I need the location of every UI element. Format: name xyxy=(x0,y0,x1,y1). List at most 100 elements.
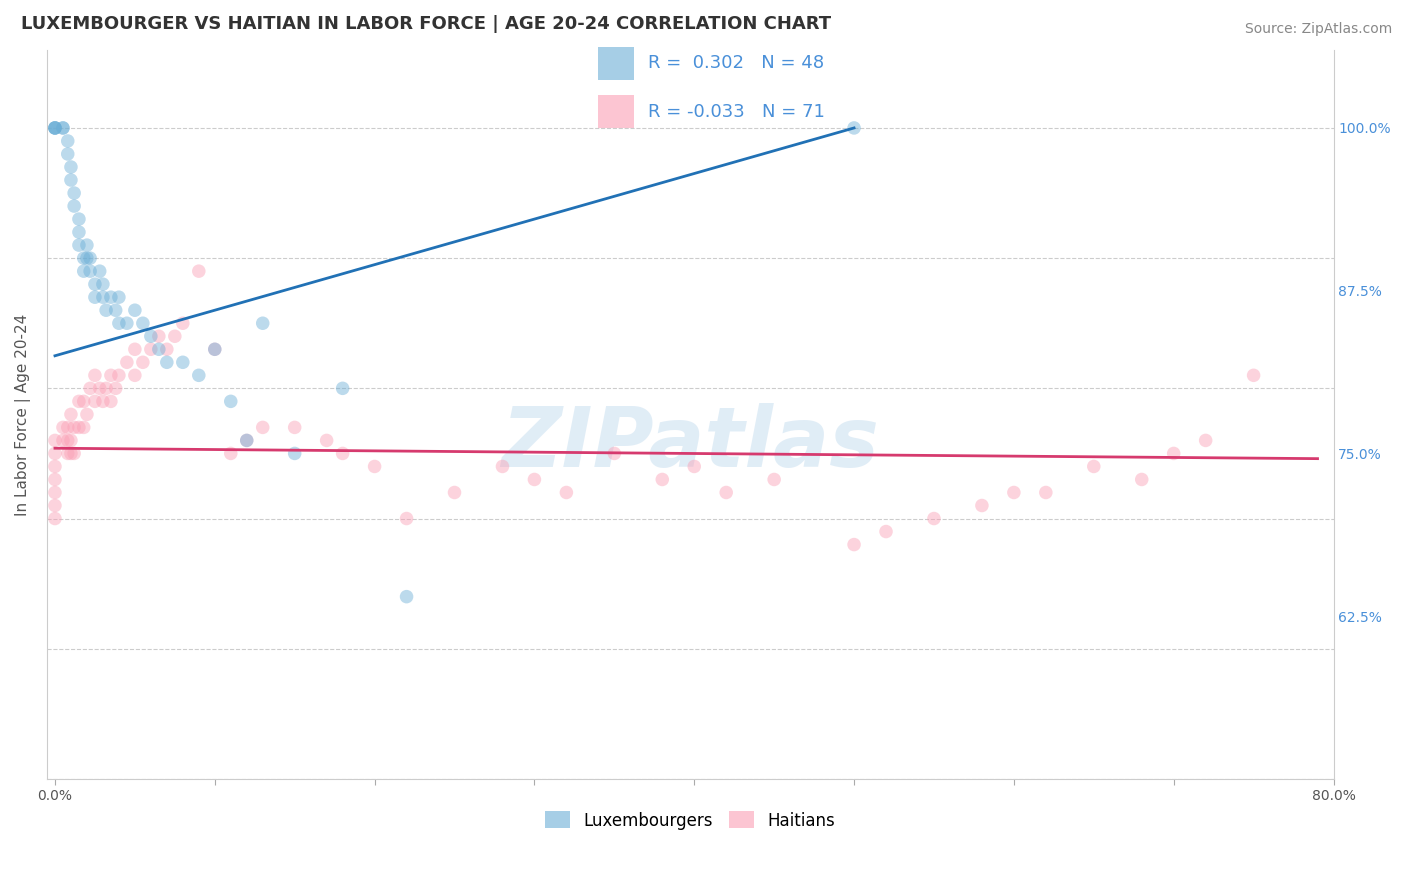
Text: ZIPatlas: ZIPatlas xyxy=(502,403,879,484)
Point xyxy=(132,316,155,330)
Point xyxy=(115,316,138,330)
Point xyxy=(156,343,179,357)
Point xyxy=(56,147,79,161)
Point xyxy=(252,316,274,330)
Point xyxy=(395,590,418,604)
Point xyxy=(73,251,96,265)
Point xyxy=(73,264,96,278)
Point xyxy=(332,381,354,395)
Point xyxy=(219,394,242,409)
Point xyxy=(252,420,274,434)
Point xyxy=(56,434,79,448)
Point xyxy=(91,277,114,292)
Point xyxy=(1195,434,1218,448)
Point xyxy=(44,120,66,135)
Point xyxy=(124,303,146,318)
Point xyxy=(44,434,66,448)
Point xyxy=(44,511,66,525)
Point xyxy=(235,434,257,448)
Point xyxy=(91,290,114,304)
Y-axis label: In Labor Force | Age 20-24: In Labor Force | Age 20-24 xyxy=(15,313,31,516)
Point xyxy=(842,120,865,135)
Point xyxy=(94,381,117,395)
Point xyxy=(63,420,86,434)
Point xyxy=(555,485,578,500)
Point xyxy=(84,290,107,304)
Point xyxy=(89,381,111,395)
Point xyxy=(148,343,170,357)
Point xyxy=(52,120,75,135)
Point xyxy=(172,355,194,369)
Point xyxy=(875,524,897,539)
Point xyxy=(115,355,138,369)
Point xyxy=(44,120,66,135)
Point xyxy=(284,446,307,460)
Point xyxy=(1083,459,1105,474)
Point xyxy=(84,368,107,383)
Point xyxy=(67,394,90,409)
Point xyxy=(763,473,786,487)
Point xyxy=(315,434,337,448)
Point xyxy=(124,343,146,357)
Point xyxy=(76,408,98,422)
Point xyxy=(67,212,90,227)
Point xyxy=(108,368,131,383)
Point xyxy=(108,316,131,330)
Point xyxy=(922,511,945,525)
Bar xyxy=(598,95,634,128)
Point xyxy=(89,264,111,278)
Point xyxy=(63,186,86,200)
Point xyxy=(59,446,82,460)
Text: Source: ZipAtlas.com: Source: ZipAtlas.com xyxy=(1244,22,1392,37)
Point xyxy=(59,408,82,422)
Point xyxy=(683,459,706,474)
Point xyxy=(284,420,307,434)
Point xyxy=(59,434,82,448)
Point xyxy=(443,485,465,500)
Point xyxy=(79,251,101,265)
Point xyxy=(603,446,626,460)
Point xyxy=(56,446,79,460)
Point xyxy=(104,303,127,318)
Point xyxy=(1002,485,1025,500)
Point xyxy=(84,394,107,409)
Point xyxy=(56,134,79,148)
Point xyxy=(63,446,86,460)
Point xyxy=(52,420,75,434)
Point xyxy=(44,120,66,135)
Point xyxy=(44,120,66,135)
Point xyxy=(187,368,209,383)
Legend: Luxembourgers, Haitians: Luxembourgers, Haitians xyxy=(538,805,842,836)
Point xyxy=(716,485,738,500)
Point xyxy=(124,368,146,383)
Point xyxy=(523,473,546,487)
Point xyxy=(52,120,75,135)
Point xyxy=(63,199,86,213)
Point xyxy=(79,381,101,395)
Point xyxy=(44,459,66,474)
Point xyxy=(52,434,75,448)
Point xyxy=(44,485,66,500)
Point xyxy=(100,394,122,409)
Point xyxy=(44,446,66,460)
Point xyxy=(148,329,170,343)
Point xyxy=(204,343,226,357)
Point xyxy=(56,420,79,434)
Point xyxy=(67,420,90,434)
Point xyxy=(132,355,155,369)
Point xyxy=(651,473,673,487)
Point xyxy=(1035,485,1057,500)
Point xyxy=(204,343,226,357)
Point xyxy=(44,473,66,487)
Text: R = -0.033   N = 71: R = -0.033 N = 71 xyxy=(648,103,825,120)
Point xyxy=(91,394,114,409)
Point xyxy=(332,446,354,460)
Point xyxy=(59,173,82,187)
Point xyxy=(1243,368,1265,383)
Text: LUXEMBOURGER VS HAITIAN IN LABOR FORCE | AGE 20-24 CORRELATION CHART: LUXEMBOURGER VS HAITIAN IN LABOR FORCE |… xyxy=(21,15,831,33)
Point xyxy=(67,225,90,239)
Point xyxy=(187,264,209,278)
Point xyxy=(1130,473,1153,487)
Point xyxy=(84,277,107,292)
Point xyxy=(163,329,186,343)
